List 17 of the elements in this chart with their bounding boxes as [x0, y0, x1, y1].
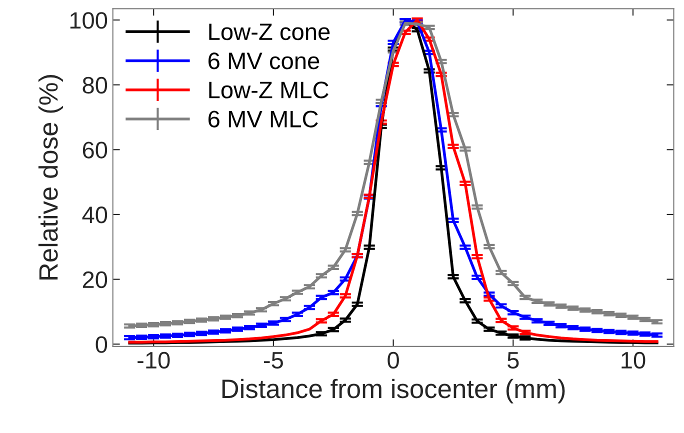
y-tick-label: 80	[82, 76, 108, 94]
y-tick-label: 0	[96, 336, 108, 353]
y-tick-label: 100	[70, 12, 108, 29]
y-tick-label: 20	[82, 271, 108, 288]
y-tick-label: 60	[82, 142, 108, 158]
legend-label: 6 MV MLC	[208, 110, 318, 128]
x-tick-label: 10	[622, 352, 646, 369]
legend-label: Low-Z MLC	[209, 82, 328, 98]
x-tick-label: 5	[508, 352, 519, 369]
x-axis-title: Distance from isocenter (mm)	[222, 378, 565, 404]
x-tick-label: -5	[264, 352, 283, 369]
x-tick-label: 0	[388, 352, 399, 369]
legend-label: Low-Z cone	[209, 24, 330, 40]
legend-label: 6 MV cone	[208, 52, 320, 70]
x-tick-label: -10	[138, 352, 170, 369]
y-axis-title: Relative dose (%)	[38, 75, 64, 280]
y-tick-label: 40	[82, 206, 108, 224]
